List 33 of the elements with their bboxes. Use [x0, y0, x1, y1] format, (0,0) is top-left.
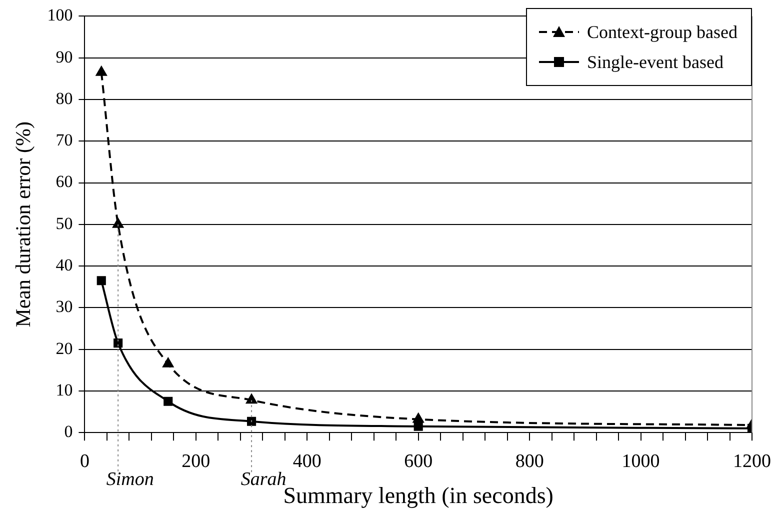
y-tick-label: 50 — [56, 214, 73, 233]
point — [246, 416, 256, 426]
y-tick-label: 80 — [56, 88, 73, 108]
y-tick-label: 0 — [64, 422, 73, 442]
legend-label: Single-event based — [587, 52, 724, 73]
legend-label: Context-group based — [587, 22, 738, 43]
point — [164, 396, 173, 406]
y-tick-label: 20 — [56, 338, 73, 358]
y-tick-label: 40 — [56, 256, 73, 275]
point — [246, 394, 257, 404]
point — [114, 338, 123, 348]
x-tick-label: 0 — [80, 450, 90, 472]
ref-line-label: Sarah — [240, 469, 286, 490]
point — [96, 276, 106, 286]
point — [96, 66, 107, 76]
point — [413, 413, 424, 423]
x-tick-label: 600 — [404, 450, 433, 472]
y-tick-label: 30 — [56, 297, 73, 316]
y-tick-label: 60 — [56, 172, 73, 192]
y-tick-label: 90 — [56, 47, 73, 66]
point — [414, 422, 423, 431]
point — [112, 218, 124, 228]
x-tick-label: 400 — [292, 450, 322, 472]
y-tick-label: 70 — [56, 130, 73, 150]
y-tick-label: 10 — [56, 380, 73, 400]
y-axis-title: Mean duration error (%) — [11, 121, 36, 328]
x-tick-label: 200 — [182, 450, 210, 472]
point — [162, 358, 174, 368]
ref-line-label: Simon — [106, 469, 154, 490]
x-tick-label: 1200 — [733, 450, 771, 472]
x-tick-label: 1000 — [622, 450, 660, 472]
x-tick-label: 800 — [515, 450, 544, 472]
y-tick-label: 100 — [47, 6, 73, 25]
